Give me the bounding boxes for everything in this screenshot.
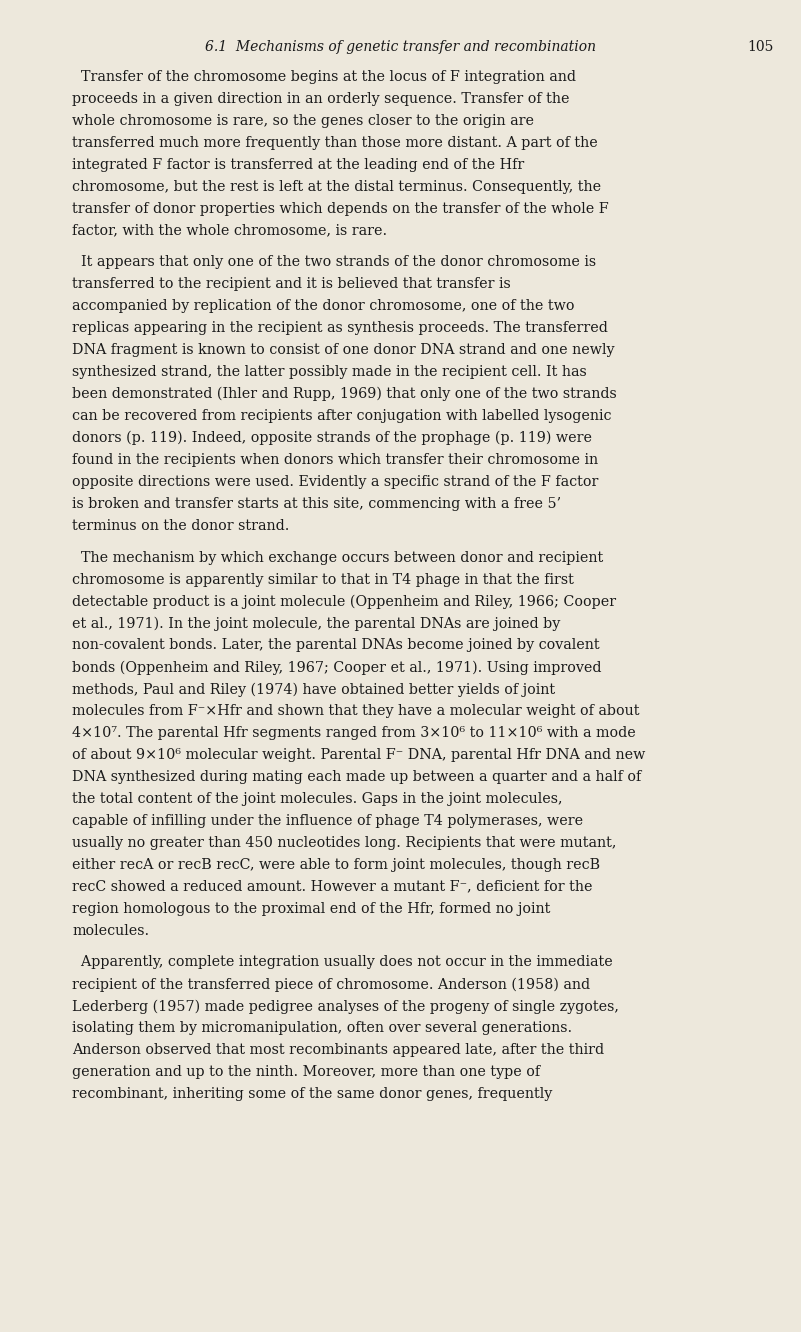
Text: terminus on the donor strand.: terminus on the donor strand. bbox=[72, 518, 289, 533]
Text: whole chromosome is rare, so the genes closer to the origin are: whole chromosome is rare, so the genes c… bbox=[72, 115, 534, 128]
Text: recC showed a reduced amount. However a mutant F⁻, deficient for the: recC showed a reduced amount. However a … bbox=[72, 879, 593, 894]
Text: is broken and transfer starts at this site, commencing with a free 5’: is broken and transfer starts at this si… bbox=[72, 497, 562, 510]
Text: Apparently, complete integration usually does not occur in the immediate: Apparently, complete integration usually… bbox=[72, 955, 613, 970]
Text: DNA synthesized during mating each made up between a quarter and a half of: DNA synthesized during mating each made … bbox=[72, 770, 642, 785]
Text: accompanied by replication of the donor chromosome, one of the two: accompanied by replication of the donor … bbox=[72, 300, 574, 313]
Text: recipient of the transferred piece of chromosome. Anderson (1958) and: recipient of the transferred piece of ch… bbox=[72, 978, 590, 992]
Text: Anderson observed that most recombinants appeared late, after the third: Anderson observed that most recombinants… bbox=[72, 1043, 604, 1058]
Text: detectable product is a joint molecule (Oppenheim and Riley, 1966; Cooper: detectable product is a joint molecule (… bbox=[72, 594, 616, 609]
Text: factor, with the whole chromosome, is rare.: factor, with the whole chromosome, is ra… bbox=[72, 224, 387, 237]
Text: methods, Paul and Riley (1974) have obtained better yields of joint: methods, Paul and Riley (1974) have obta… bbox=[72, 682, 555, 697]
Text: Transfer of the chromosome begins at the locus of F integration and: Transfer of the chromosome begins at the… bbox=[72, 71, 576, 84]
Text: proceeds in a given direction in an orderly sequence. Transfer of the: proceeds in a given direction in an orde… bbox=[72, 92, 570, 107]
Text: isolating them by micromanipulation, often over several generations.: isolating them by micromanipulation, oft… bbox=[72, 1022, 572, 1035]
Text: transferred to the recipient and it is believed that transfer is: transferred to the recipient and it is b… bbox=[72, 277, 511, 292]
Text: been demonstrated (Ihler and Rupp, 1969) that only one of the two strands: been demonstrated (Ihler and Rupp, 1969)… bbox=[72, 388, 617, 401]
Text: DNA fragment is known to consist of one donor DNA strand and one newly: DNA fragment is known to consist of one … bbox=[72, 344, 614, 357]
Text: It appears that only one of the two strands of the donor chromosome is: It appears that only one of the two stra… bbox=[72, 256, 596, 269]
Text: recombinant, inheriting some of the same donor genes, frequently: recombinant, inheriting some of the same… bbox=[72, 1087, 552, 1102]
Text: 6.1  Mechanisms of genetic transfer and recombination: 6.1 Mechanisms of genetic transfer and r… bbox=[205, 40, 596, 55]
Text: transferred much more frequently than those more distant. A part of the: transferred much more frequently than th… bbox=[72, 136, 598, 149]
Text: non-covalent bonds. Later, the parental DNAs become joined by covalent: non-covalent bonds. Later, the parental … bbox=[72, 638, 600, 653]
Text: of about 9×10⁶ molecular weight. Parental F⁻ DNA, parental Hfr DNA and new: of about 9×10⁶ molecular weight. Parenta… bbox=[72, 749, 646, 762]
Text: usually no greater than 450 nucleotides long. Recipients that were mutant,: usually no greater than 450 nucleotides … bbox=[72, 836, 617, 850]
Text: 4×10⁷. The parental Hfr segments ranged from 3×10⁶ to 11×10⁶ with a mode: 4×10⁷. The parental Hfr segments ranged … bbox=[72, 726, 636, 741]
Text: opposite directions were used. Evidently a specific strand of the F factor: opposite directions were used. Evidently… bbox=[72, 476, 598, 489]
Text: integrated F factor is transferred at the leading end of the Hfr: integrated F factor is transferred at th… bbox=[72, 157, 524, 172]
Text: chromosome is apparently similar to that in T4 phage in that the first: chromosome is apparently similar to that… bbox=[72, 573, 574, 586]
Text: synthesized strand, the latter possibly made in the recipient cell. It has: synthesized strand, the latter possibly … bbox=[72, 365, 587, 380]
Text: generation and up to the ninth. Moreover, more than one type of: generation and up to the ninth. Moreover… bbox=[72, 1066, 540, 1079]
Text: Lederberg (1957) made pedigree analyses of the progeny of single zygotes,: Lederberg (1957) made pedigree analyses … bbox=[72, 999, 619, 1014]
Text: molecules.: molecules. bbox=[72, 923, 149, 938]
Text: bonds (Oppenheim and Riley, 1967; Cooper et al., 1971). Using improved: bonds (Oppenheim and Riley, 1967; Cooper… bbox=[72, 661, 602, 675]
Text: replicas appearing in the recipient as synthesis proceeds. The transferred: replicas appearing in the recipient as s… bbox=[72, 321, 608, 336]
Text: region homologous to the proximal end of the Hfr, formed no joint: region homologous to the proximal end of… bbox=[72, 902, 550, 915]
Text: transfer of donor properties which depends on the transfer of the whole F: transfer of donor properties which depen… bbox=[72, 201, 609, 216]
Text: donors (p. 119). Indeed, opposite strands of the prophage (p. 119) were: donors (p. 119). Indeed, opposite strand… bbox=[72, 432, 592, 445]
Text: The mechanism by which exchange occurs between donor and recipient: The mechanism by which exchange occurs b… bbox=[72, 550, 603, 565]
Text: et al., 1971). In the joint molecule, the parental DNAs are joined by: et al., 1971). In the joint molecule, th… bbox=[72, 617, 560, 631]
Text: the total content of the joint molecules. Gaps in the joint molecules,: the total content of the joint molecules… bbox=[72, 793, 562, 806]
Text: 105: 105 bbox=[747, 40, 774, 55]
Text: molecules from F⁻×Hfr and shown that they have a molecular weight of about: molecules from F⁻×Hfr and shown that the… bbox=[72, 705, 639, 718]
Text: chromosome, but the rest is left at the distal terminus. Consequently, the: chromosome, but the rest is left at the … bbox=[72, 180, 601, 193]
Text: capable of infilling under the influence of phage T4 polymerases, were: capable of infilling under the influence… bbox=[72, 814, 583, 829]
Text: can be recovered from recipients after conjugation with labelled lysogenic: can be recovered from recipients after c… bbox=[72, 409, 611, 424]
Text: either recA or recB recC, were able to form joint molecules, though recB: either recA or recB recC, were able to f… bbox=[72, 858, 600, 872]
Text: found in the recipients when donors which transfer their chromosome in: found in the recipients when donors whic… bbox=[72, 453, 598, 468]
